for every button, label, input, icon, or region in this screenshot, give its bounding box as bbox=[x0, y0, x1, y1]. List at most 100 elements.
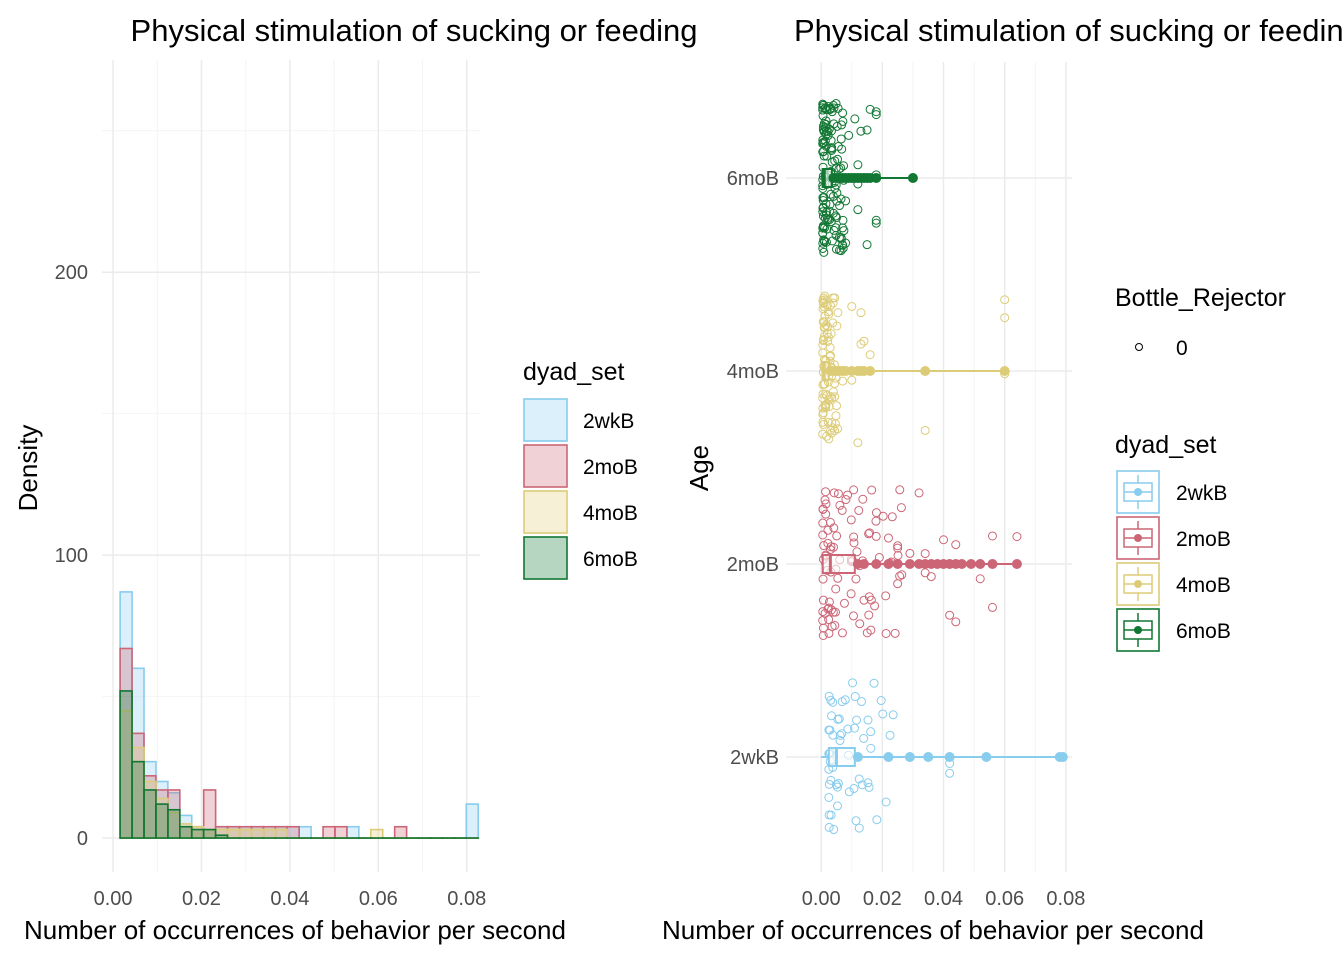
jitter-point-6moB bbox=[827, 157, 837, 167]
histogram-x-axis-label: Number of occurrences of behavior per se… bbox=[24, 915, 566, 945]
boxplot-outlier-2moB bbox=[987, 559, 998, 569]
jitter-point-4moB bbox=[856, 308, 866, 318]
boxplot-outlier-2moB bbox=[904, 559, 915, 569]
jitter-point-2wkB bbox=[878, 709, 888, 719]
boxplot-box-2wkB bbox=[827, 747, 856, 767]
histogram-x-tick-label: 0.08 bbox=[447, 888, 486, 910]
jitter-point-2moB bbox=[867, 485, 877, 495]
jitter-point-6moB bbox=[838, 243, 848, 253]
jitter-point-6moB bbox=[865, 104, 875, 114]
jitter-point-2wkB bbox=[824, 822, 834, 832]
boxplot-y-axis-label: Age bbox=[684, 445, 714, 491]
jitter-point-4moB bbox=[820, 322, 830, 332]
boxplot-outlier-4moB bbox=[920, 366, 931, 376]
jitter-point-2wkB bbox=[850, 692, 860, 702]
histogram-legend-keys: 2wkB 2moB 4moB 6moB bbox=[523, 398, 638, 580]
boxplot-legend-label: 6moB bbox=[1176, 620, 1231, 643]
jitter-point-4moB bbox=[818, 340, 828, 350]
histogram-bar-6moB bbox=[131, 760, 145, 839]
boxplot-box-2moB bbox=[821, 554, 856, 574]
jitter-point-2wkB bbox=[885, 730, 895, 740]
jitter-point-6moB bbox=[821, 116, 831, 126]
histogram-y-ticks: 0 100 200 bbox=[55, 262, 88, 850]
boxplot-x-tick-label: 0.06 bbox=[985, 888, 1024, 910]
jitter-point-2moB bbox=[896, 503, 906, 513]
jitter-point-2moB bbox=[849, 611, 859, 621]
jitter-point-6moB bbox=[827, 236, 837, 246]
boxplot-outlier-2wkB bbox=[1057, 752, 1068, 762]
jitter-point-6moB bbox=[819, 151, 829, 161]
jitter-point-2moB bbox=[975, 574, 985, 584]
histogram-legend-label: 2wkB bbox=[583, 410, 634, 433]
jitter-point-2moB bbox=[826, 542, 836, 552]
jitter-point-2moB bbox=[837, 505, 847, 515]
histogram-legend-label: 6moB bbox=[583, 548, 638, 571]
boxplot-outlier-2moB bbox=[892, 559, 903, 569]
jitter-point-6moB bbox=[836, 163, 846, 173]
jitter-point-4moB bbox=[818, 403, 828, 413]
jitter-point-2wkB bbox=[881, 797, 891, 807]
jitter-point-2wkB bbox=[864, 782, 874, 792]
jitter-point-6moB bbox=[819, 247, 829, 257]
jitter-point-2moB bbox=[818, 504, 828, 514]
jitter-point-2moB bbox=[939, 535, 949, 545]
boxplot-outlier-2moB bbox=[871, 559, 882, 569]
jitter-point-2wkB bbox=[837, 729, 847, 739]
jitter-point-4moB bbox=[824, 434, 834, 444]
histogram-bar-4moB bbox=[238, 828, 253, 839]
histogram-legend-title: dyad_set bbox=[523, 358, 625, 386]
jitter-point-2wkB bbox=[856, 697, 866, 707]
jitter-point-2moB bbox=[926, 572, 936, 582]
histogram-bar-2moB bbox=[393, 825, 408, 839]
jitter-point-4moB bbox=[1000, 295, 1010, 305]
histogram-gridlines bbox=[102, 60, 480, 872]
jitter-point-2moB bbox=[854, 505, 864, 515]
jitter-point-2wkB bbox=[824, 792, 834, 802]
histogram-bar-2moB bbox=[334, 825, 348, 839]
jitter-point-2moB bbox=[987, 602, 997, 612]
histogram-legend: dyad_set 2wkB 2moB 4moB 6moB bbox=[523, 358, 638, 580]
jitter-point-4moB bbox=[825, 351, 835, 361]
jitter-point-2wkB bbox=[945, 768, 955, 778]
histogram-bar-6moB bbox=[143, 789, 157, 839]
jitter-point-6moB bbox=[853, 160, 863, 170]
jitter-point-2wkB bbox=[835, 736, 845, 746]
jitter-point-6moB bbox=[835, 201, 845, 211]
jitter-point-2wkB bbox=[849, 723, 859, 733]
jitter-point-2moB bbox=[818, 518, 828, 528]
boxplot-legend-key-point bbox=[1134, 534, 1142, 542]
jitter-point-4moB bbox=[920, 425, 930, 435]
histogram-title: Physical stimulation of sucking or feedi… bbox=[131, 13, 698, 48]
boxplot-x-tick-label: 0.02 bbox=[863, 888, 902, 910]
jitter-point-2moB bbox=[824, 597, 834, 607]
jitter-point-6moB bbox=[819, 235, 829, 245]
boxplot-panel: 0.00 0.02 0.04 0.06 0.08 2wkB 2moB 4moB 6moB Ph… bbox=[662, 13, 1344, 945]
jitter-point-2wkB bbox=[833, 714, 843, 724]
jitter-point-2moB bbox=[893, 541, 903, 551]
jitter-point-2moB bbox=[893, 579, 903, 589]
jitter-point-6moB bbox=[836, 194, 846, 204]
histogram-legend-label: 4moB bbox=[583, 502, 638, 525]
jitter-point-4moB bbox=[818, 429, 828, 439]
jitter-point-6moB bbox=[818, 203, 828, 213]
boxplot-x-tick-label: 0.04 bbox=[924, 888, 963, 910]
jitter-point-6moB bbox=[827, 143, 837, 153]
jitter-point-6moB bbox=[871, 218, 881, 228]
histogram-bar-4moB bbox=[262, 828, 277, 839]
boxplot-outlier-2moB bbox=[975, 559, 986, 569]
histogram-bar-6moB bbox=[155, 803, 169, 839]
jitter-point-2moB bbox=[837, 628, 847, 638]
bottle-rejector-legend-label: 0 bbox=[1176, 337, 1188, 360]
histogram-bar-6moB bbox=[214, 834, 229, 839]
jitter-point-4moB bbox=[847, 375, 857, 385]
boxplot-dyad-legend: dyad_set 2wkB 2moB 4moB 6moB bbox=[1115, 431, 1231, 652]
jitter-point-6moB bbox=[844, 130, 854, 140]
jitter-point-2moB bbox=[819, 541, 829, 551]
jitter-point-4moB bbox=[818, 409, 828, 419]
boxplot-y-tick-label: 2wkB bbox=[730, 747, 779, 769]
jitter-point-6moB bbox=[818, 238, 828, 248]
jitter-point-2moB bbox=[887, 512, 897, 522]
jitter-point-2moB bbox=[897, 570, 907, 580]
jitter-point-2wkB bbox=[863, 778, 873, 788]
jitter-point-4moB bbox=[856, 339, 866, 349]
